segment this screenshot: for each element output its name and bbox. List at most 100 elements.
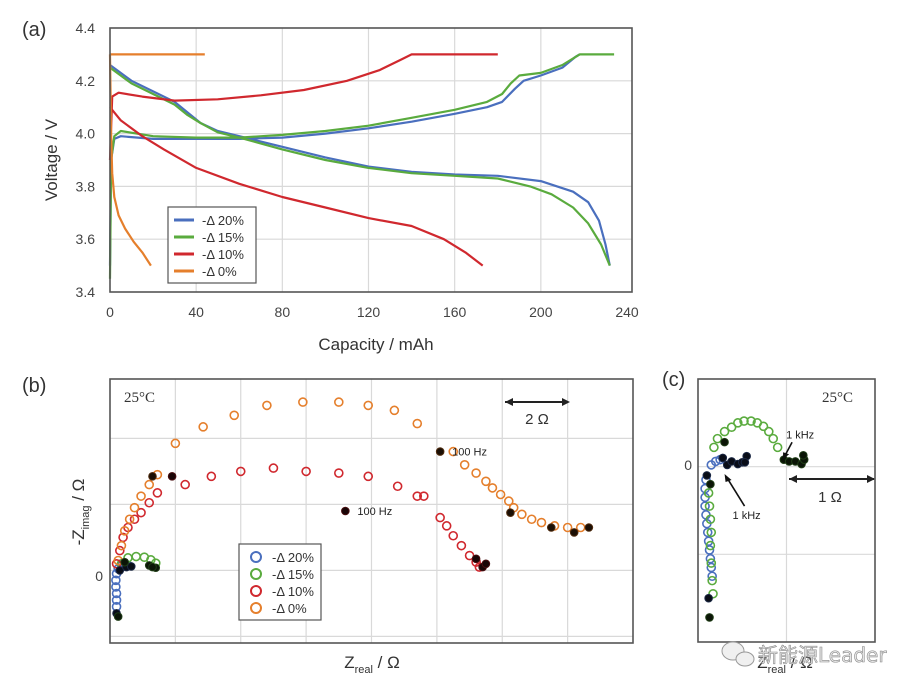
panel-b-point-open	[363, 400, 374, 411]
panel-c-point-open	[704, 545, 715, 555]
panel-b-point-open	[111, 595, 122, 605]
panel-c-point-open	[704, 501, 715, 511]
panel-c-point-open	[703, 488, 714, 498]
panel-a-x-tick-label: 120	[357, 304, 381, 320]
panel-b-point-filled	[167, 472, 177, 481]
panel-c-point-open	[746, 416, 756, 426]
panel-c-point-open	[768, 433, 779, 444]
panel-b-x-axis-sub: real	[355, 664, 373, 676]
panel-c-point-filled	[718, 453, 728, 463]
panel-c-point-filled	[740, 457, 750, 467]
panel-b-legend-marker	[250, 602, 262, 614]
panel-b-y-tick-zero: 0	[95, 568, 103, 584]
panel-c-point-open	[705, 540, 716, 551]
panel-b-point-open	[412, 491, 423, 501]
panel-b-point-open	[392, 481, 403, 492]
panel-b-point-filled	[126, 562, 136, 571]
panel-b-point-open	[136, 491, 146, 501]
panel-a-series-2-charge-line	[108, 53, 498, 161]
panel-a-y-tick-label: 4.0	[76, 126, 96, 142]
arrow-right-icon	[867, 475, 875, 483]
panel-b-point-open	[119, 525, 130, 536]
panel-b-point-open	[116, 540, 127, 551]
panel-a-y-tick-label: 4.2	[76, 73, 96, 89]
panel-b-nyquist-chart: (b) 25°C 2 Ω 100 Hz 100 Hz 0 -Zimag / Ω Z…	[22, 375, 634, 676]
panel-c-point-filled	[706, 479, 715, 489]
panel-a-y-tick-label: 3.6	[76, 231, 96, 247]
panel-b-point-open	[441, 521, 452, 531]
panel-b-label: (b)	[22, 375, 46, 397]
panel-c-y-tick-zero: 0	[684, 457, 692, 473]
panel-b-point-open	[503, 496, 514, 506]
watermark: 新能源Leader	[721, 641, 888, 667]
panel-b-point-open	[418, 491, 429, 501]
panel-b-frequency-label: 100 Hz	[452, 447, 487, 459]
panel-b-point-open	[111, 588, 122, 599]
panel-b-point-open	[152, 488, 163, 498]
panel-b-point-filled	[120, 557, 130, 567]
panel-c-scale-label: 1 Ω	[818, 489, 842, 506]
panel-a-series-1-discharge-line	[109, 66, 611, 267]
panel-c-nyquist-zoom-chart: (c) 25°C 1 Ω 1 kHz 1 kHz 0 Zreal / Ω	[662, 369, 876, 676]
panel-b-point-filled	[341, 506, 350, 516]
arrow-left-icon	[505, 398, 513, 406]
panel-a-plot-frame	[109, 27, 633, 293]
panel-b-y-axis-tail: / Ω	[69, 479, 88, 506]
panel-a-series-0-discharge-line	[109, 64, 611, 266]
panel-b-point-filled	[481, 559, 491, 569]
panel-c-frequency-label: 1 kHz	[733, 510, 761, 522]
panel-b-temperature-label: 25°C	[124, 390, 155, 406]
panel-b-point-filled	[569, 528, 579, 537]
panel-a-y-tick-label: 3.8	[76, 178, 96, 194]
panel-a-legend-label: -Δ 20%	[202, 213, 244, 228]
panel-b-point-open	[562, 522, 573, 533]
panel-b-point-open	[536, 517, 547, 528]
panel-c-point-open	[708, 588, 718, 599]
panel-a-voltage-capacity-chart: (a) 0 40 80 120 160 200 240 3.4 3.6 3.8 4.0 4.2 4.4…	[22, 19, 639, 354]
panel-b-point-filled	[148, 472, 157, 481]
panel-b-point-open	[448, 446, 459, 457]
panel-b-point-open	[111, 575, 121, 586]
panel-b-legend-label: -Δ 10%	[272, 584, 314, 599]
panel-b-point-open	[363, 471, 374, 482]
panel-b-point-open	[198, 422, 208, 432]
arrow-right-icon	[562, 398, 570, 406]
panel-b-point-open	[495, 489, 506, 500]
panel-c-x-axis-main: Z	[757, 653, 767, 672]
panel-a-legend-label: -Δ 15%	[202, 230, 244, 245]
panel-b-scale-label: 2 Ω	[525, 411, 549, 428]
panel-a-x-tick-label: 0	[106, 304, 114, 320]
watermark-text: 新能源Leader	[758, 643, 887, 667]
panel-b-point-open	[170, 438, 181, 449]
panel-c-point-open	[703, 536, 714, 546]
panel-c-series	[700, 416, 809, 622]
panel-a-series	[108, 53, 615, 279]
panel-a-label: (a)	[22, 19, 46, 41]
panel-b-x-axis-title: Zreal / Ω	[344, 653, 400, 676]
panel-c-point-open	[705, 553, 716, 564]
panel-b-annotations: 100 Hz 100 Hz	[357, 447, 487, 518]
panel-b-y-axis-main: -Z	[69, 529, 88, 545]
panel-c-point-open	[707, 575, 717, 586]
panel-b-point-open	[334, 468, 344, 478]
panel-c-point-open	[706, 562, 717, 573]
panel-b-point-open	[517, 509, 527, 520]
panel-b-plot-frame	[109, 378, 634, 644]
panel-c-frequency-label: 1 kHz	[786, 429, 814, 441]
panel-a-x-ticks: 0 40 80 120 160 200 240	[106, 304, 639, 320]
panel-b-point-filled	[546, 523, 556, 532]
panel-c-point-open	[733, 418, 743, 428]
panel-b-point-open	[206, 471, 217, 482]
panel-b-point-open	[334, 397, 344, 407]
panel-a-series-0-charge-line	[108, 53, 581, 266]
panel-b-point-open	[129, 514, 140, 525]
panel-b-point-open	[471, 468, 481, 478]
panel-b-point-open	[481, 476, 491, 487]
panel-b-point-open	[111, 582, 121, 592]
panel-c-point-open	[706, 527, 717, 538]
panel-b-legend-marker	[250, 585, 262, 597]
panel-b-legend-label: -Δ 0%	[272, 601, 307, 616]
panel-c-grid	[698, 379, 875, 642]
panel-b-frequency-label: 100 Hz	[357, 506, 392, 518]
